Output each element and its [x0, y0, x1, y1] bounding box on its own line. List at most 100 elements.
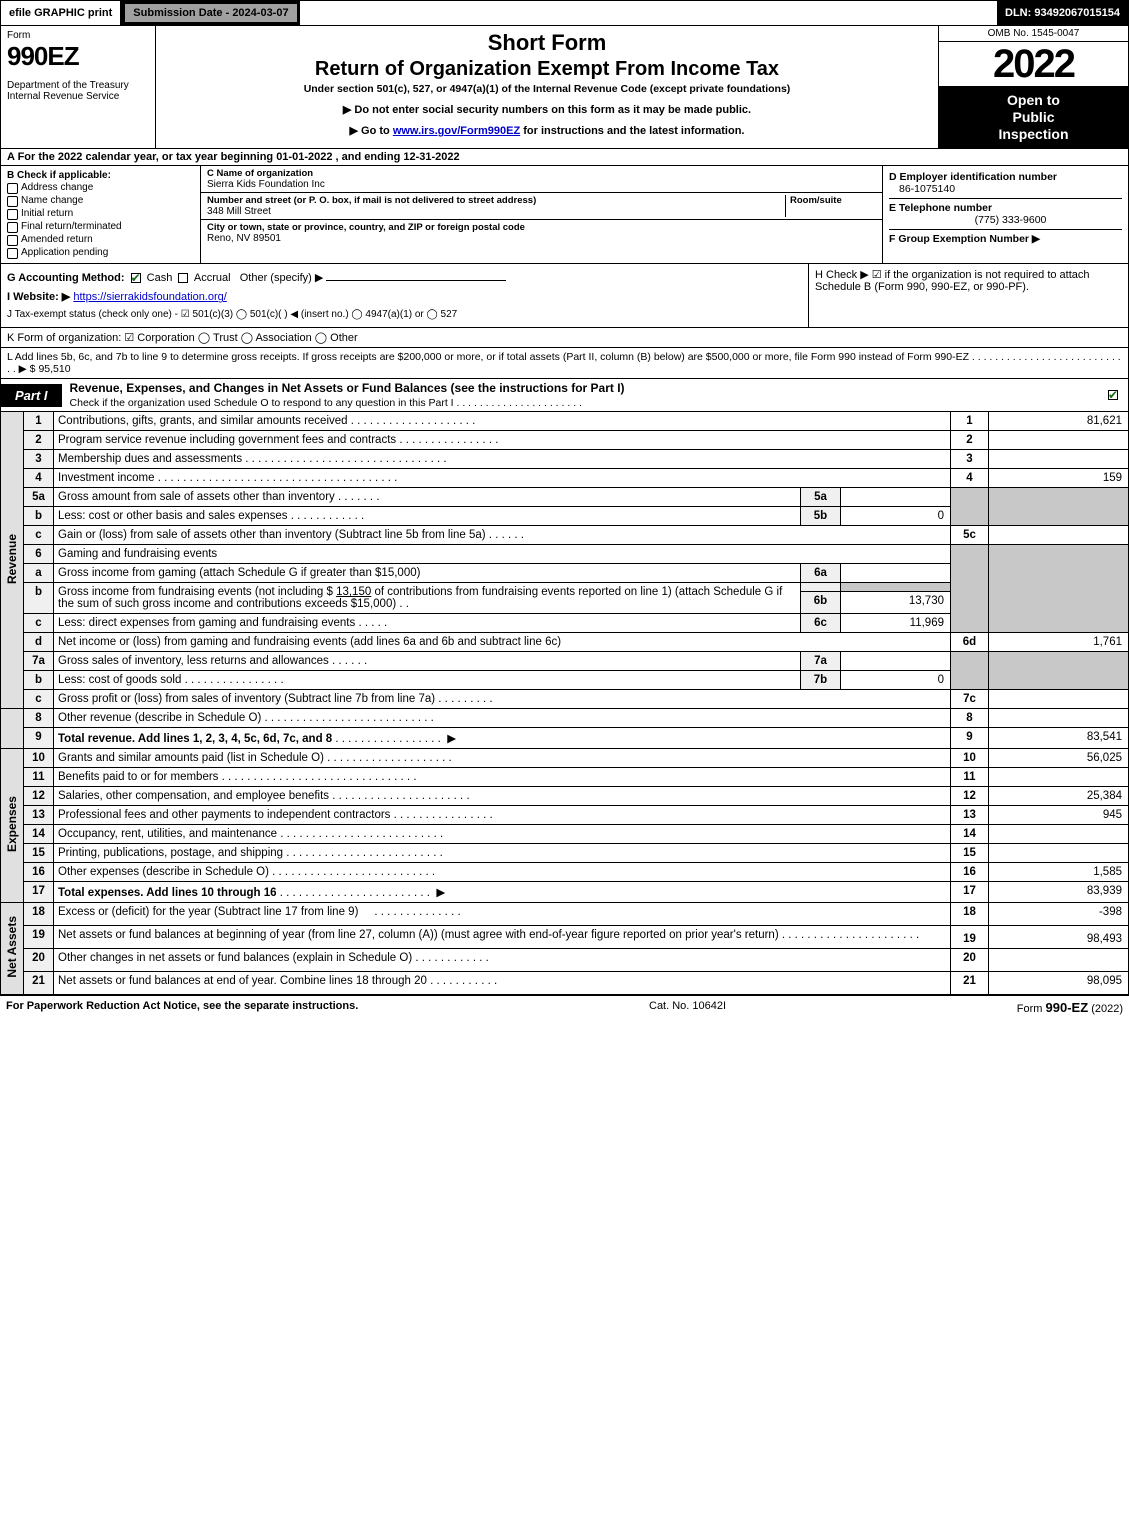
note-goto-post: for instructions and the latest informat…	[523, 125, 744, 137]
line-10-box: 10	[951, 749, 989, 768]
line-5a-sub: 5a	[801, 488, 841, 507]
chk-cash[interactable]	[131, 273, 141, 283]
line-7-greybox	[951, 652, 989, 690]
form-header: Form 990EZ Department of the Treasury In…	[0, 26, 1129, 149]
line-17-num: 17	[24, 882, 54, 903]
chk-accrual[interactable]	[178, 273, 188, 283]
line-19-box: 19	[951, 926, 989, 949]
line-11-box: 11	[951, 768, 989, 787]
line-6b-num: b	[24, 583, 54, 614]
line-6b-fund-amt: 13,150	[336, 586, 371, 598]
section-d-e-f: D Employer identification number 86-1075…	[883, 166, 1128, 263]
line-7-greyamt	[989, 652, 1129, 690]
line-14-num: 14	[24, 825, 54, 844]
room-label: Room/suite	[790, 195, 842, 206]
line-7a-desc: Gross sales of inventory, less returns a…	[54, 652, 801, 671]
line-2-box: 2	[951, 431, 989, 450]
line-1-amt: 81,621	[989, 412, 1129, 431]
phone-label: E Telephone number	[889, 202, 992, 214]
sidelabel-net-assets: Net Assets	[1, 903, 24, 995]
chk-final-return[interactable]: Final return/terminated	[7, 220, 194, 233]
line-4-num: 4	[24, 469, 54, 488]
line-7c-num: c	[24, 690, 54, 709]
line-7c-amt	[989, 690, 1129, 709]
city-block: City or town, state or province, country…	[201, 220, 882, 246]
line-15-desc: Printing, publications, postage, and shi…	[54, 844, 951, 863]
line-20-amt	[989, 949, 1129, 972]
chk-name-change[interactable]: Name change	[7, 194, 194, 207]
part-1-checkbox[interactable]	[1098, 389, 1128, 401]
line-6a-num: a	[24, 564, 54, 583]
line-5b-subamt: 0	[841, 507, 951, 526]
g-cash: Cash	[147, 272, 173, 284]
line-9-box: 9	[951, 728, 989, 749]
line-1-desc: Contributions, gifts, grants, and simila…	[54, 412, 951, 431]
line-11-num: 11	[24, 768, 54, 787]
chk-application-pending[interactable]: Application pending	[7, 246, 194, 259]
line-5c-num: c	[24, 526, 54, 545]
g-label: G Accounting Method:	[7, 272, 125, 284]
open-to-public: Open to Public Inspection	[939, 86, 1128, 148]
section-b: B Check if applicable: Address change Na…	[1, 166, 201, 263]
footer-left: For Paperwork Reduction Act Notice, see …	[6, 1000, 358, 1015]
line-19-num: 19	[24, 926, 54, 949]
header-mid: Short Form Return of Organization Exempt…	[156, 26, 938, 148]
g-other-blank[interactable]	[326, 280, 506, 281]
submission-date: Submission Date - 2024-03-07	[124, 3, 297, 23]
line-5b-num: b	[24, 507, 54, 526]
line-6d-amt: 1,761	[989, 633, 1129, 652]
inspect-1: Open to	[943, 92, 1124, 109]
line-5a-num: 5a	[24, 488, 54, 507]
line-21-num: 21	[24, 972, 54, 995]
line-11-amt	[989, 768, 1129, 787]
line-3-desc: Membership dues and assessments . . . . …	[54, 450, 951, 469]
website-link[interactable]: https://sierrakidsfoundation.org/	[73, 291, 226, 303]
street-value: 348 Mill Street	[207, 206, 271, 217]
line-7b-subamt: 0	[841, 671, 951, 690]
section-j: J Tax-exempt status (check only one) - ☑…	[7, 306, 802, 323]
org-name-block: C Name of organization Sierra Kids Found…	[201, 166, 882, 193]
ein-label: D Employer identification number	[889, 171, 1057, 183]
chk-amended-return[interactable]: Amended return	[7, 233, 194, 246]
line-21-box: 21	[951, 972, 989, 995]
line-13-amt: 945	[989, 806, 1129, 825]
l-amount: 95,510	[38, 363, 70, 375]
chk-address-change[interactable]: Address change	[7, 181, 194, 194]
line-20-box: 20	[951, 949, 989, 972]
line-8-desc: Other revenue (describe in Schedule O) .…	[54, 709, 951, 728]
line-3-box: 3	[951, 450, 989, 469]
line-16-desc: Other expenses (describe in Schedule O) …	[54, 863, 951, 882]
line-16-box: 16	[951, 863, 989, 882]
line-1-num: 1	[24, 412, 54, 431]
line-19-desc: Net assets or fund balances at beginning…	[54, 926, 951, 949]
line-3-amt	[989, 450, 1129, 469]
part-1-title: Revenue, Expenses, and Changes in Net As…	[62, 379, 1098, 411]
g-accrual: Accrual	[194, 272, 231, 284]
section-a: A For the 2022 calendar year, or tax yea…	[0, 149, 1129, 166]
line-20-desc: Other changes in net assets or fund bala…	[54, 949, 951, 972]
sidelabel-revenue-2	[1, 709, 24, 749]
line-5ab-greyamt	[989, 488, 1129, 526]
line-6d-num: d	[24, 633, 54, 652]
header-right: OMB No. 1545-0047 2022 Open to Public In…	[938, 26, 1128, 148]
line-10-desc: Grants and similar amounts paid (list in…	[54, 749, 951, 768]
page-footer: For Paperwork Reduction Act Notice, see …	[0, 995, 1129, 1019]
line-6-greyamt	[989, 545, 1129, 633]
line-5b-sub: 5b	[801, 507, 841, 526]
org-name-label: C Name of organization	[207, 168, 313, 179]
line-20-num: 20	[24, 949, 54, 972]
form-number: 990EZ	[7, 41, 149, 72]
line-6-desc: Gaming and fundraising events	[54, 545, 951, 564]
line-6d-desc: Net income or (loss) from gaming and fun…	[54, 633, 951, 652]
phone-block: E Telephone number (775) 333-9600	[889, 199, 1122, 230]
title-short-form: Short Form	[164, 30, 930, 56]
topbar-spacer	[300, 1, 997, 25]
section-h: H Check ▶ ☑ if the organization is not r…	[808, 264, 1128, 327]
line-10-num: 10	[24, 749, 54, 768]
inspect-3: Inspection	[943, 126, 1124, 143]
line-21-desc: Net assets or fund balances at end of ye…	[54, 972, 951, 995]
chk-initial-return[interactable]: Initial return	[7, 207, 194, 220]
line-6c-subamt: 11,969	[841, 614, 951, 633]
efile-label[interactable]: efile GRAPHIC print	[1, 1, 122, 25]
irs-link[interactable]: www.irs.gov/Form990EZ	[393, 125, 520, 137]
